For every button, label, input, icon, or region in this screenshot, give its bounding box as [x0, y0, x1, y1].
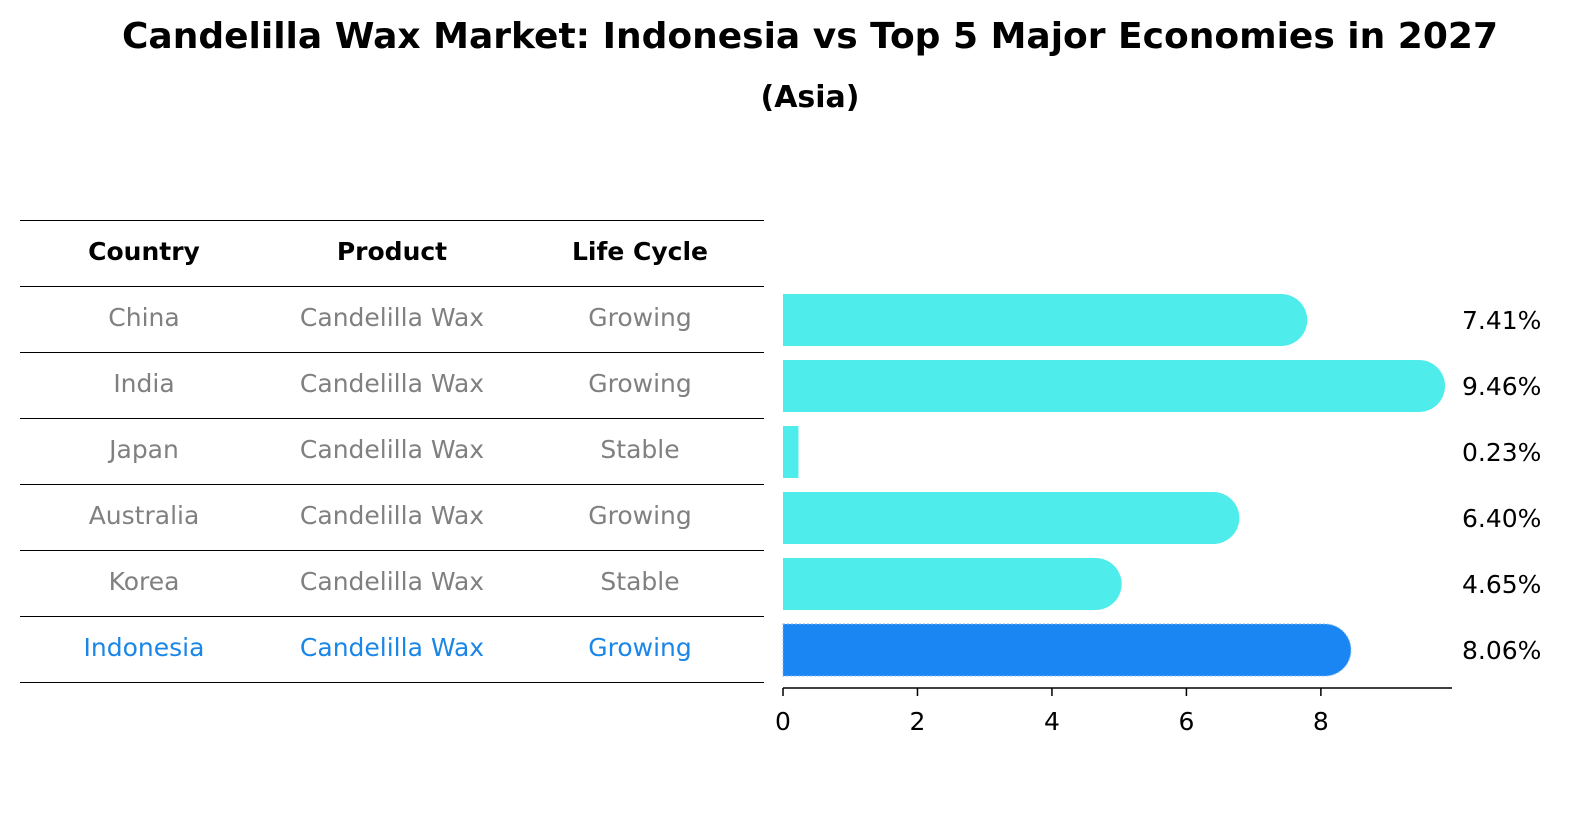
cell-country: China — [108, 303, 180, 332]
table-rule — [20, 352, 764, 353]
x-tick-label: 4 — [1044, 707, 1060, 736]
cell-product: Candelilla Wax — [299, 567, 485, 596]
value-label: 7.41% — [1462, 306, 1541, 335]
bar-india — [783, 360, 1446, 412]
bar-china — [783, 294, 1308, 346]
value-label: 6.40% — [1462, 504, 1541, 533]
table-rule — [20, 550, 764, 551]
header-country: Country — [88, 237, 200, 266]
chart-subtitle: (Asia) — [760, 80, 860, 115]
cell-country: India — [113, 369, 175, 398]
x-tick-label: 0 — [775, 707, 791, 736]
bar-japan — [783, 426, 799, 478]
value-label: 9.46% — [1462, 372, 1541, 401]
header-product: Product — [336, 237, 448, 266]
value-label: 8.06% — [1462, 636, 1541, 665]
cell-life-cycle: Stable — [600, 567, 680, 596]
cell-product: Candelilla Wax — [299, 501, 485, 530]
cell-country-highlight: Indonesia — [83, 633, 205, 662]
table-rule — [20, 616, 764, 617]
cell-life-cycle-highlight: Growing — [588, 633, 692, 662]
chart-title: Candelilla Wax Market: Indonesia vs Top … — [122, 16, 1498, 57]
cell-country: Japan — [109, 435, 179, 464]
x-tick-label: 8 — [1313, 707, 1329, 736]
cell-product-highlight: Candelilla Wax — [299, 633, 485, 662]
cell-country: Australia — [88, 501, 200, 530]
cell-product: Candelilla Wax — [299, 435, 485, 464]
cell-product: Candelilla Wax — [299, 303, 485, 332]
value-label: 0.23% — [1462, 438, 1541, 467]
bar-indonesia — [782, 623, 1352, 677]
x-tick-label: 2 — [910, 707, 926, 736]
header-life-cycle: Life Cycle — [571, 237, 709, 266]
value-label: 4.65% — [1462, 570, 1541, 599]
table-rule — [20, 682, 764, 683]
cell-life-cycle: Growing — [588, 369, 692, 398]
cell-product: Candelilla Wax — [299, 369, 485, 398]
bar-korea — [783, 558, 1122, 610]
bar-australia — [783, 492, 1240, 544]
table-rule — [20, 286, 764, 287]
cell-life-cycle: Stable — [600, 435, 680, 464]
x-tick-label: 6 — [1178, 707, 1194, 736]
cell-life-cycle: Growing — [588, 303, 692, 332]
table-rule — [20, 484, 764, 485]
cell-country: Korea — [108, 567, 180, 596]
table-rule — [20, 220, 764, 221]
cell-life-cycle: Growing — [588, 501, 692, 530]
table-rule — [20, 418, 764, 419]
